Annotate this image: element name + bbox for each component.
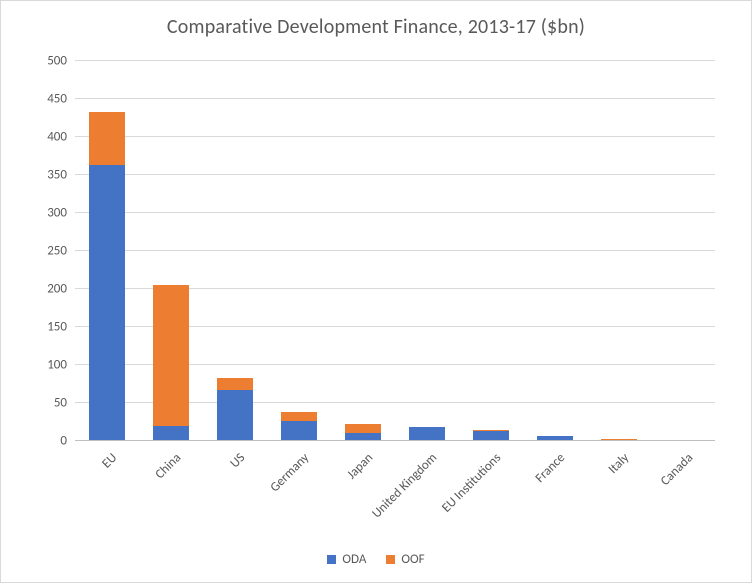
stacked-bar bbox=[281, 337, 316, 441]
y-axis-tick-label: 200 bbox=[47, 282, 75, 297]
y-axis-tick-label: 500 bbox=[47, 54, 75, 69]
bar-slot bbox=[459, 61, 523, 441]
x-axis-tick-label: Canada bbox=[658, 449, 698, 489]
bar-slot bbox=[651, 61, 715, 441]
bar-segment-oda bbox=[281, 421, 316, 441]
y-axis-tick-label: 150 bbox=[47, 320, 75, 335]
bar-segment-oda bbox=[217, 390, 252, 441]
x-axis-line bbox=[75, 440, 715, 441]
x-axis-tick-label: United Kingdom bbox=[369, 449, 441, 521]
legend: ODA OOF bbox=[1, 552, 751, 568]
x-axis-tick-label: Germany bbox=[267, 449, 313, 495]
stacked-bar bbox=[153, 198, 188, 441]
stacked-bar bbox=[217, 287, 252, 441]
bar-slot bbox=[331, 61, 395, 441]
legend-swatch bbox=[386, 555, 395, 564]
bar-segment-oof bbox=[281, 412, 316, 420]
stacked-bar bbox=[89, 88, 124, 441]
y-axis-tick-label: 400 bbox=[47, 130, 75, 145]
bars-layer bbox=[75, 61, 715, 441]
y-axis-tick-label: 250 bbox=[47, 244, 75, 259]
y-axis-tick-label: 300 bbox=[47, 206, 75, 221]
stacked-bar bbox=[473, 376, 508, 441]
legend-item-oda: ODA bbox=[327, 552, 366, 567]
chart-frame: Comparative Development Finance, 2013-17… bbox=[0, 0, 752, 583]
y-axis-tick-label: 100 bbox=[47, 358, 75, 373]
plot-area: 050100150200250300350400450500EUChinaUSG… bbox=[75, 61, 715, 441]
y-axis-tick-label: 350 bbox=[47, 168, 75, 183]
bar-slot bbox=[267, 61, 331, 441]
x-axis-tick-label: Japan bbox=[344, 449, 377, 482]
stacked-bar bbox=[601, 415, 636, 441]
y-axis-tick-label: 0 bbox=[60, 434, 75, 449]
bar-segment-oda bbox=[89, 165, 124, 441]
bar-slot bbox=[75, 61, 139, 441]
x-axis-tick-label: China bbox=[153, 449, 186, 482]
x-axis-tick-label: US bbox=[227, 449, 249, 471]
stacked-bar bbox=[409, 367, 444, 441]
bar-segment-oof bbox=[89, 112, 124, 165]
bar-slot bbox=[523, 61, 587, 441]
y-axis-tick-label: 50 bbox=[54, 396, 75, 411]
bar-slot bbox=[587, 61, 651, 441]
stacked-bar bbox=[537, 395, 572, 441]
bar-slot bbox=[139, 61, 203, 441]
bar-slot bbox=[395, 61, 459, 441]
x-axis-tick-label: France bbox=[533, 449, 570, 486]
x-axis-tick-label: Italy bbox=[606, 449, 634, 477]
x-axis-tick-label: EU Institutions bbox=[439, 449, 506, 516]
legend-label: OOF bbox=[401, 552, 424, 567]
y-axis-tick-label: 450 bbox=[47, 92, 75, 107]
bar-slot bbox=[203, 61, 267, 441]
bar-segment-oof bbox=[345, 424, 380, 433]
bar-segment-oof bbox=[153, 285, 188, 426]
legend-label: ODA bbox=[342, 552, 366, 567]
bar-segment-oda bbox=[409, 427, 444, 441]
bar-segment-oof bbox=[217, 378, 252, 390]
legend-swatch bbox=[327, 555, 336, 564]
chart-title: Comparative Development Finance, 2013-17… bbox=[1, 1, 751, 39]
stacked-bar bbox=[345, 360, 380, 441]
legend-item-oof: OOF bbox=[386, 552, 424, 567]
bar-segment-oda bbox=[153, 426, 188, 441]
x-axis-tick-label: EU bbox=[99, 449, 121, 471]
stacked-bar bbox=[665, 420, 700, 441]
